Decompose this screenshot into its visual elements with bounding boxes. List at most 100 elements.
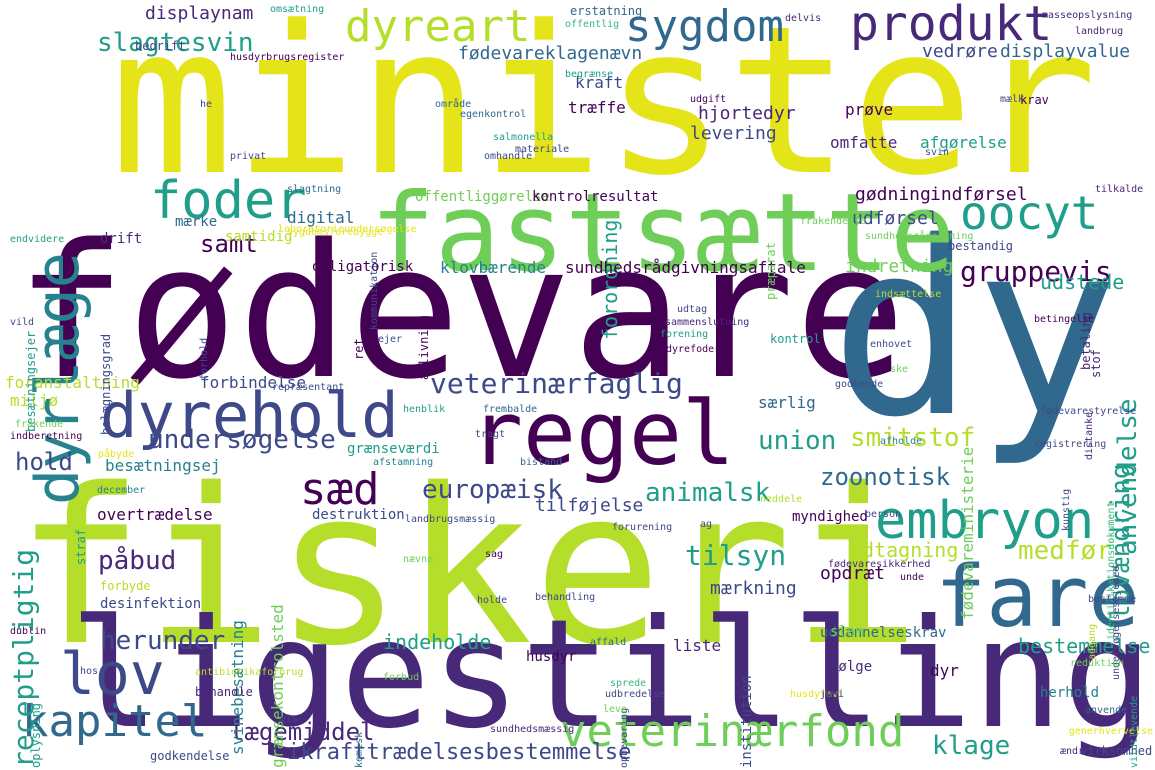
word-140: kunstig [1061,488,1072,531]
word-66: omfatte [830,133,898,152]
word-133: henblik [403,404,446,415]
word-185: ag [700,519,713,530]
word-52: udstede [1040,270,1125,294]
word-128: enhovet [870,339,913,350]
word-48: levering [690,123,777,144]
word-183: ske [890,364,909,375]
word-153: sag [485,549,504,560]
word-114: materiale [515,144,570,155]
word-47: forordning [598,219,622,340]
word-146: bistand [520,457,563,468]
word-118: besætningsejer [24,330,38,432]
word-86: slam [830,624,864,640]
word-164: ændring [1060,746,1103,757]
word-87: myndighed [792,509,868,525]
word-94: kraft [575,73,624,92]
word-28: zoonotisk [820,463,951,491]
word-103: område [435,99,472,110]
word-173: sprede [610,678,647,689]
word-22: veterinærfaglig [430,367,683,400]
word-51: udførsel [852,208,939,229]
word-141: straf [74,528,88,565]
word-121: frakendelse [800,216,867,227]
word-10: produkt [850,0,1053,52]
word-195: indsættelse [875,289,942,300]
word-64: hjortedyr [698,103,796,124]
word-79: uddannelseskrav [820,625,947,641]
word-100: landbrug [1075,26,1124,37]
word-196: vildtlevende [1129,695,1140,768]
word-6: regel [470,382,735,485]
word-176: juni [820,689,845,700]
word-46: tilføjelse [535,495,644,516]
word-11: dyreart [345,1,531,52]
word-99: masseopslysning [1042,10,1133,21]
word-23: undersøgelse [148,425,336,455]
word-136: registrering [1034,439,1107,450]
word-197: distanke [1084,411,1095,460]
word-170: oplysning [29,702,43,768]
word-123: bestandig [948,239,1014,253]
word-162: unde [900,572,925,583]
word-181: vis [280,714,299,725]
word-139: betingelse [1034,314,1095,325]
word-180: kemisk [354,731,365,768]
word-171: antibiotikaforbrug [195,667,304,678]
word-49: gødning [855,184,931,205]
word-143: frakende [15,419,64,430]
word-115: ret [352,338,366,360]
word-124: vild [10,317,35,328]
word-182: hos [80,666,99,677]
word-188: begrænse [565,69,614,80]
word-149: landbrugsmæssig [405,514,496,525]
word-41: indeholde [383,630,492,654]
word-147: adgang [1087,623,1098,660]
word-3: fiskeri [15,442,922,693]
word-131: repræsentant [272,382,345,393]
word-120: endvidere [10,234,65,245]
word-192: sammenslutning [665,317,750,328]
word-122: sundhedsrådgivning [865,231,974,242]
word-39: klage [932,731,1011,761]
word-65: prøve [845,100,894,119]
word-9: embryon [875,491,1095,551]
word-12: sygdom [625,1,784,52]
word-13: foder [150,171,307,231]
word-34: hold [15,448,73,476]
word-38: samt [200,230,258,258]
word-187: he [200,99,213,110]
word-25: union [758,426,837,456]
word-165: virksomhed [1080,744,1153,758]
word-157: holde [477,595,508,606]
word-189: præparat [764,242,778,300]
word-17: kapitel [22,696,208,747]
word-191: laboratorieundersøgelse [278,224,417,235]
word-168: udbredelse [605,689,666,700]
word-68: særlig [758,393,816,412]
word-58: kontrolresultat [532,189,659,205]
word-16: lov [60,640,165,708]
word-20: slagtesvin [97,28,254,58]
word-90: mærke [175,214,218,230]
word-155: forbyde [100,579,151,593]
word-40: bestemmelse [1018,634,1151,658]
word-50: indførsel [930,184,1028,205]
word-169: behandle [195,685,253,699]
word-14: oocyt [960,186,1099,240]
word-80: liste [673,636,722,655]
word-104: egenkontrol [460,109,527,120]
word-107: salmonella [493,132,554,143]
word-69: miljø [10,391,59,410]
word-190: sygdomsforebygge [287,227,384,238]
word-101: husdyrbrugsregister [230,52,345,63]
word-26: europæisk [422,475,563,505]
word-21: gruppevis [960,255,1112,288]
word-1: fødevare [15,204,907,420]
word-110: tilkalde [1095,184,1144,195]
word-142: indberetning [10,431,83,442]
word-163: reduktion [1070,658,1125,669]
word-193: udtag [677,304,708,315]
word-82: dyr [930,661,959,680]
word-81: følge [830,659,873,675]
word-5: fastsætte [370,171,956,296]
